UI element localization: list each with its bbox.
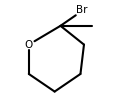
Text: O: O (25, 40, 33, 50)
Text: Br: Br (76, 5, 88, 15)
